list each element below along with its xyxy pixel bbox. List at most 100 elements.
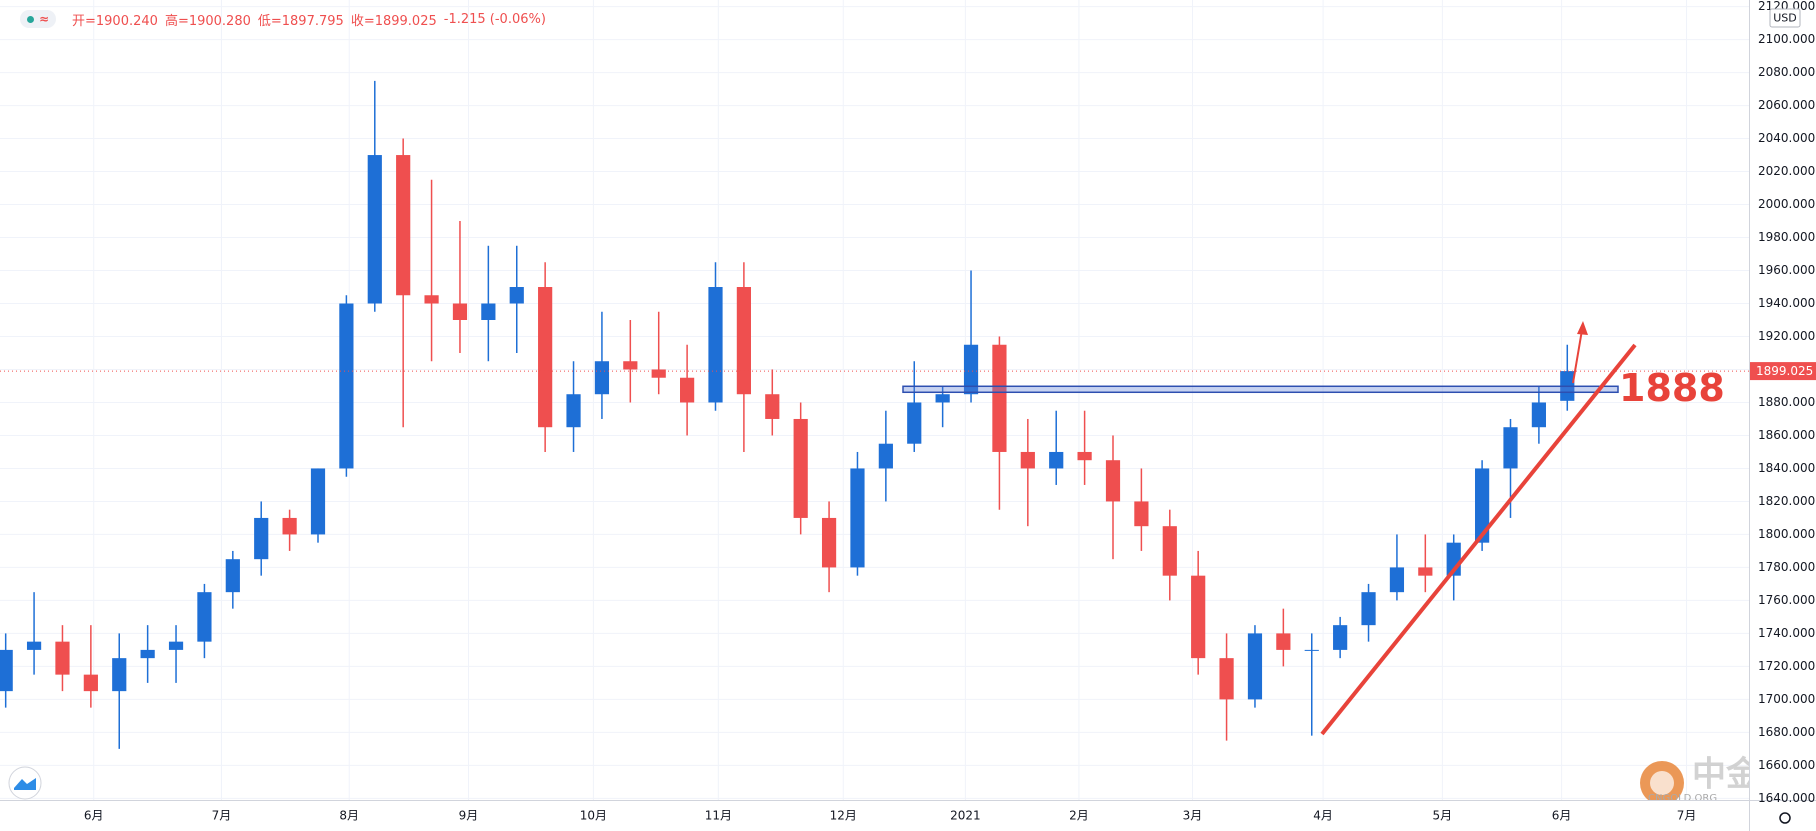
candle-body bbox=[0, 649, 13, 692]
status-dot bbox=[26, 15, 34, 23]
y-tick-label: 2020.000 bbox=[1758, 164, 1815, 178]
header-change: -1.215 (-0.06%) bbox=[443, 11, 546, 27]
y-tick-label: 1880.000 bbox=[1758, 395, 1815, 409]
candle-body bbox=[651, 369, 666, 378]
y-tick-label: 2060.000 bbox=[1758, 98, 1815, 112]
x-tick-label: 6月 bbox=[1552, 809, 1572, 823]
x-tick-label: 7月 bbox=[212, 809, 232, 823]
header-high: 高=1900.280 bbox=[164, 13, 251, 29]
y-tick-label: 1640.000 bbox=[1758, 791, 1815, 805]
candle-body bbox=[992, 344, 1007, 452]
candle-body bbox=[623, 361, 638, 370]
candle-body bbox=[481, 303, 496, 320]
last-price-label: 1899.025 bbox=[1756, 364, 1813, 378]
currency-label: USD bbox=[1773, 12, 1797, 25]
y-tick-label: 2000.000 bbox=[1758, 197, 1815, 211]
candle-body bbox=[168, 641, 184, 650]
candle-body bbox=[396, 155, 411, 296]
candle-body bbox=[1503, 427, 1518, 469]
candle-body bbox=[112, 658, 127, 692]
y-tick-label: 2040.000 bbox=[1758, 131, 1815, 145]
header-low: 低=1897.795 bbox=[257, 13, 344, 29]
candle-body bbox=[1389, 567, 1405, 593]
candle-body bbox=[282, 517, 297, 535]
x-tick-label: 11月 bbox=[705, 809, 732, 823]
candle-body bbox=[1475, 468, 1490, 543]
candle-body bbox=[509, 287, 524, 304]
candle-body bbox=[1247, 633, 1263, 700]
y-tick-label: 1840.000 bbox=[1758, 461, 1815, 475]
time-axis-bg bbox=[0, 800, 1749, 831]
y-tick-label: 1780.000 bbox=[1758, 560, 1815, 574]
x-tick-label: 2021 bbox=[950, 809, 981, 823]
candle-body bbox=[55, 641, 70, 675]
last-price-box bbox=[1750, 362, 1816, 381]
candle-body bbox=[538, 287, 553, 428]
header-open: 开=1900.240 bbox=[72, 13, 158, 29]
x-tick-label: 6月 bbox=[84, 809, 104, 823]
y-tick-label: 1680.000 bbox=[1758, 725, 1815, 739]
resistance-zone bbox=[902, 385, 1619, 394]
x-tick-label: 10月 bbox=[580, 809, 607, 823]
trend-line bbox=[1320, 343, 1637, 736]
candle-body bbox=[736, 287, 751, 395]
y-tick-label: 2100.000 bbox=[1758, 32, 1815, 46]
candle-body bbox=[708, 287, 723, 403]
arrow-shaft bbox=[1572, 329, 1583, 384]
resistance-label: 1888 bbox=[1619, 366, 1725, 410]
candle-body bbox=[1276, 633, 1291, 650]
x-tick-label: 5月 bbox=[1433, 809, 1453, 823]
candle-body bbox=[1105, 460, 1121, 502]
candle-body bbox=[1191, 575, 1206, 659]
arrow-head bbox=[1577, 321, 1588, 335]
candle-body bbox=[424, 295, 439, 304]
x-tick-label: 7月 bbox=[1677, 809, 1697, 823]
y-tick-label: 1920.000 bbox=[1758, 329, 1815, 343]
candle-body bbox=[452, 303, 468, 320]
candle-body bbox=[907, 402, 922, 444]
app-logo-mark bbox=[14, 778, 36, 790]
compare-icon: ≈ bbox=[38, 12, 50, 26]
x-tick-label: 8月 bbox=[339, 809, 359, 823]
candle-body bbox=[1049, 451, 1064, 469]
candle-body bbox=[680, 377, 695, 403]
symbol-pill[interactable]: ≈ bbox=[20, 10, 56, 28]
candle-body bbox=[963, 344, 979, 395]
currency-box bbox=[1769, 8, 1801, 28]
candle-body bbox=[878, 443, 893, 469]
x-tick-label: 3月 bbox=[1183, 809, 1203, 823]
y-tick-label: 1820.000 bbox=[1758, 494, 1815, 508]
watermark-logo-inner bbox=[1650, 771, 1674, 795]
candle-body bbox=[1077, 451, 1092, 461]
y-tick-label: 1980.000 bbox=[1758, 230, 1815, 244]
candle-body bbox=[197, 592, 212, 642]
y-tick-label: 1800.000 bbox=[1758, 527, 1815, 541]
candle-body bbox=[1304, 649, 1319, 651]
candle-body bbox=[935, 394, 950, 403]
y-tick-label: 1940.000 bbox=[1758, 296, 1815, 310]
candle-body bbox=[1361, 592, 1376, 626]
candle-body bbox=[821, 517, 837, 568]
candle-body bbox=[566, 394, 581, 428]
x-tick-label: 2月 bbox=[1069, 809, 1089, 823]
candle-body bbox=[1162, 526, 1177, 576]
candle-body bbox=[83, 674, 98, 692]
candle-body bbox=[793, 418, 808, 518]
y-tick-label: 1700.000 bbox=[1758, 692, 1815, 706]
candle-body bbox=[339, 303, 354, 469]
candle-body bbox=[310, 468, 326, 535]
y-tick-label: 1660.000 bbox=[1758, 758, 1815, 772]
y-tick-label: 2080.000 bbox=[1758, 65, 1815, 79]
candle-body bbox=[1333, 625, 1348, 650]
price-axis-bg bbox=[1749, 0, 1816, 831]
candle-body bbox=[225, 559, 240, 593]
candle-body bbox=[26, 641, 42, 650]
candle-body bbox=[594, 361, 610, 395]
y-tick-label: 1960.000 bbox=[1758, 263, 1815, 277]
x-tick-label: 12月 bbox=[830, 809, 857, 823]
candle-body bbox=[1134, 501, 1149, 527]
y-tick-label: 1720.000 bbox=[1758, 659, 1815, 673]
candle-body bbox=[367, 155, 382, 304]
